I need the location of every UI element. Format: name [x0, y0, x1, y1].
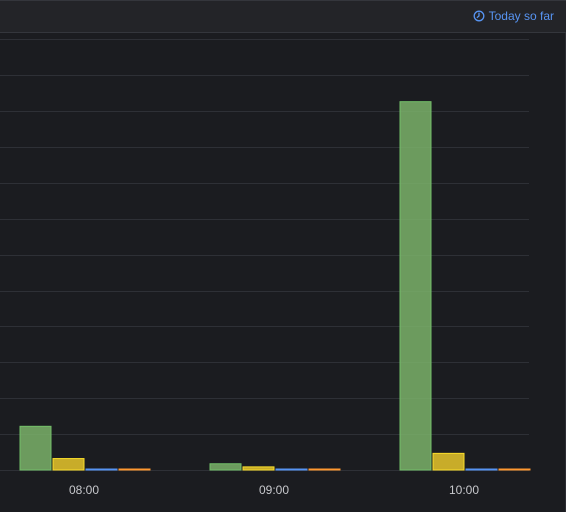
bar-chart: 08:00 09:00 10:00	[0, 39, 531, 497]
x-tick-label-0: 08:00	[69, 483, 99, 497]
bar-0800-series-1[interactable]	[52, 458, 85, 471]
bar-1000-series-0[interactable]	[399, 101, 432, 471]
time-range-label: Today so far	[488, 9, 554, 23]
chart-area: 08:00 09:00 10:00	[0, 33, 566, 512]
bar-0800-series-3[interactable]	[118, 468, 151, 471]
bar-0800-series-0[interactable]	[19, 425, 52, 471]
x-tick-label-2: 10:00	[449, 483, 479, 497]
bar-0900-series-1[interactable]	[242, 466, 275, 471]
bar-1000-series-2[interactable]	[465, 468, 498, 471]
clock-icon	[473, 10, 485, 22]
bar-0800-series-2[interactable]	[85, 468, 118, 471]
bar-1000-series-3[interactable]	[498, 468, 531, 471]
bar-0900-series-3[interactable]	[308, 468, 341, 471]
panel-header: Today so far	[0, 0, 566, 33]
bar-0900-series-2[interactable]	[275, 468, 308, 471]
x-tick-label-1: 09:00	[259, 483, 289, 497]
bar-1000-series-1[interactable]	[432, 452, 465, 471]
time-range-badge[interactable]: Today so far	[473, 9, 554, 23]
bar-0900-series-0[interactable]	[209, 463, 242, 471]
